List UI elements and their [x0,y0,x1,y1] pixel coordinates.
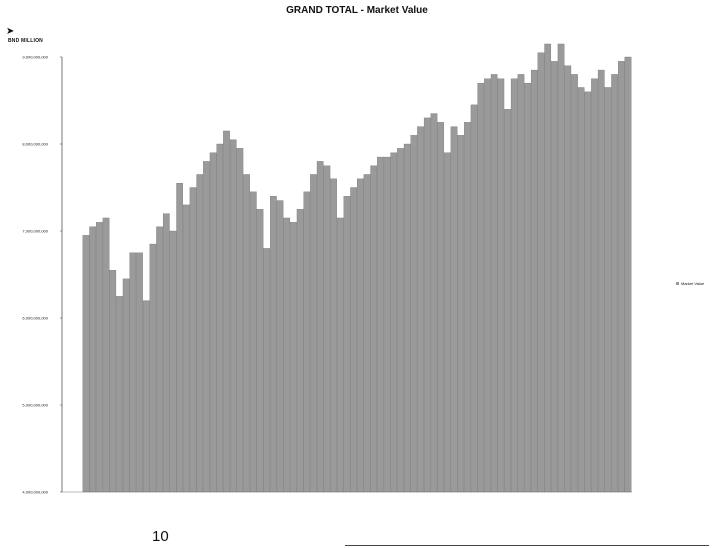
bar [571,74,578,493]
bar [162,213,170,493]
bar [423,117,431,493]
bar [410,135,418,493]
bar [290,222,297,493]
bar [537,52,545,493]
bar [530,69,538,493]
bar [564,65,572,493]
bar [357,178,364,493]
bar [236,148,244,493]
chart-title: GRAND TOTAL - Market Value [286,5,428,16]
footer-divider [345,545,709,546]
arrow-icon: ➤ [6,26,15,37]
bar [591,78,598,493]
bar [116,296,123,493]
bar [243,174,250,493]
bar [183,204,190,493]
legend-entry: Market Value [681,281,705,286]
bar [142,300,150,493]
bar [156,226,163,493]
bar [377,156,384,493]
y-tick-label: 5,000,000,000 [22,403,48,408]
y-tick-label: 9,000,000,000 [22,55,48,60]
bar [397,148,404,493]
bar [249,191,257,493]
legend-swatch [676,282,679,286]
bar [303,191,311,493]
bar [517,74,525,493]
bar [189,187,197,493]
bar [383,156,391,493]
bar [551,61,558,493]
bar [490,74,498,493]
bar [96,222,103,493]
bar [89,226,97,493]
legend: Market Value [676,281,704,286]
bar [437,122,444,493]
bar [109,269,117,493]
bar [504,109,511,493]
bar [417,126,424,493]
bar [256,209,264,493]
bar [229,139,237,493]
y-tick-label: 4,000,000,000 [22,490,48,495]
bar [497,78,505,493]
bar [316,161,324,493]
bar [524,82,531,493]
bar [323,165,331,493]
bar [624,56,632,493]
bar [176,182,184,493]
bar [557,43,565,493]
bar [122,278,130,493]
bar [577,87,585,493]
bar [457,135,465,493]
bar [263,248,270,493]
bar [370,165,378,493]
y-tick-label: 6,000,000,000 [22,316,48,321]
bar [270,196,277,493]
bar [544,43,552,493]
bar [136,252,143,493]
bar [470,104,478,493]
bar [390,152,398,493]
bar [196,174,204,493]
bar [484,78,491,493]
bar [149,243,157,493]
bar [283,217,291,493]
bar [611,74,618,493]
bar [343,196,351,493]
bar [584,91,592,493]
bar [510,78,518,493]
bar [604,87,612,493]
bar [464,122,471,493]
bar [102,217,110,493]
bar [443,152,451,493]
bar [310,174,317,493]
bar [617,61,625,493]
bar [477,82,485,493]
bar [296,209,304,493]
bar [276,200,284,493]
y-tick-label: 7,000,000,000 [22,229,48,234]
bar [330,178,337,493]
bar [350,187,357,493]
bar [223,130,230,493]
bar [203,161,210,493]
bar [430,113,438,493]
bar [129,252,137,493]
bar [82,235,90,493]
y-axis-label: BND MILLION [8,38,43,44]
bar [209,152,217,493]
page-number: 10 [152,528,169,545]
bar [450,126,458,493]
bar [403,143,411,493]
bar [336,217,344,493]
bar [597,69,605,493]
y-tick-label: 8,000,000,000 [22,142,48,147]
bar [363,174,371,493]
bar [216,143,224,493]
bar [169,230,177,493]
